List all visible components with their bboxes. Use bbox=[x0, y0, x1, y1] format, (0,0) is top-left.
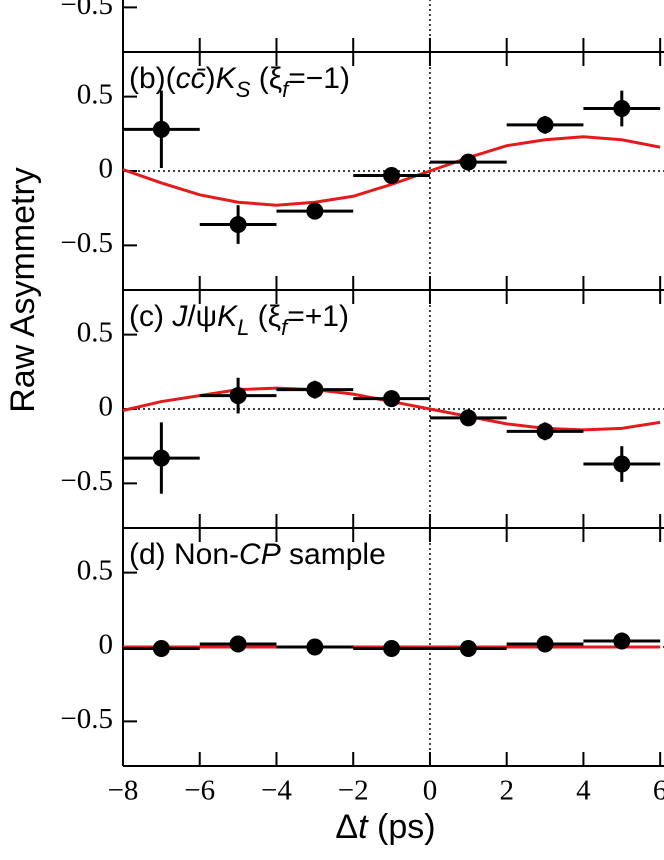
x-axis-label: Δt (ps) bbox=[335, 808, 435, 846]
x-tick-label: −6 bbox=[184, 775, 215, 807]
text-segment: =+1) bbox=[287, 300, 349, 333]
data-point bbox=[536, 422, 554, 440]
data-point bbox=[613, 455, 631, 473]
data-point bbox=[536, 116, 554, 134]
text-segment: /ψ bbox=[187, 300, 217, 333]
data-point bbox=[152, 449, 170, 467]
panel-label: (d) bbox=[129, 538, 166, 571]
data-point bbox=[383, 639, 401, 657]
data-point bbox=[459, 409, 477, 427]
text-segment: =−1) bbox=[288, 62, 350, 95]
data-point bbox=[383, 166, 401, 184]
text-segment: Δ bbox=[335, 808, 358, 846]
panel-title: (b)(cc̄)KS (ξf=−1) bbox=[129, 62, 350, 102]
text-segment: cc̄ bbox=[176, 62, 207, 95]
text-segment: Non- bbox=[166, 538, 239, 571]
text-segment: L bbox=[237, 315, 249, 340]
text-segment: f bbox=[281, 315, 290, 340]
data-point bbox=[229, 635, 247, 653]
y-tick-label: 0.5 bbox=[77, 78, 113, 110]
y-tick-label: 0 bbox=[99, 629, 114, 661]
x-tick-label: 0 bbox=[423, 775, 438, 807]
y-tick-label: 0.5 bbox=[77, 316, 113, 348]
text-segment: (ξ bbox=[250, 62, 282, 95]
data-point bbox=[152, 120, 170, 138]
text-segment: ) bbox=[206, 62, 216, 95]
y-tick-label: −0.5 bbox=[60, 0, 113, 21]
x-tick-label: 4 bbox=[576, 775, 591, 807]
x-tick-label: −2 bbox=[338, 775, 369, 807]
text-segment: (ξ bbox=[249, 300, 281, 333]
y-tick-label: 0 bbox=[99, 391, 114, 423]
data-point bbox=[152, 639, 170, 657]
x-tick-label: −8 bbox=[108, 775, 139, 807]
text-segment: t bbox=[358, 808, 369, 846]
text-segment: J bbox=[164, 300, 188, 333]
text-segment: K bbox=[217, 300, 239, 333]
y-tick-label: −0.5 bbox=[60, 227, 113, 259]
y-tick-label: 0.5 bbox=[77, 554, 113, 586]
x-tick-label: 6 bbox=[653, 775, 664, 807]
data-point bbox=[306, 381, 324, 399]
data-point bbox=[306, 202, 324, 220]
text-segment: (ps) bbox=[368, 808, 436, 846]
data-point bbox=[536, 635, 554, 653]
y-tick-label: −0.5 bbox=[60, 703, 113, 735]
text-segment: ( bbox=[166, 62, 176, 95]
panel-title: (d) Non-CP sample bbox=[129, 538, 386, 571]
data-point bbox=[229, 216, 247, 234]
x-tick-label: −4 bbox=[261, 775, 292, 807]
text-segment: f bbox=[282, 77, 291, 102]
text-segment: S bbox=[236, 77, 251, 102]
fit-curve bbox=[122, 135, 661, 207]
y-tick-label: −0.5 bbox=[60, 465, 113, 497]
data-point bbox=[459, 639, 477, 657]
data-point bbox=[383, 390, 401, 408]
data-point bbox=[613, 100, 631, 118]
data-point bbox=[306, 638, 324, 656]
text-segment: sample bbox=[281, 538, 386, 571]
panel-label: (b) bbox=[129, 62, 166, 95]
text-segment: CP bbox=[239, 538, 281, 571]
y-axis-label: Raw Asymmetry bbox=[4, 167, 42, 413]
panel-title: (c) J/ψKL (ξf=+1) bbox=[129, 300, 349, 340]
text-segment: K bbox=[216, 62, 238, 95]
panel-label: (c) bbox=[129, 300, 164, 333]
data-point bbox=[459, 153, 477, 171]
y-tick-label: 0 bbox=[99, 153, 114, 185]
data-point bbox=[613, 632, 631, 650]
data-point bbox=[229, 387, 247, 405]
x-tick-label: 2 bbox=[499, 775, 514, 807]
